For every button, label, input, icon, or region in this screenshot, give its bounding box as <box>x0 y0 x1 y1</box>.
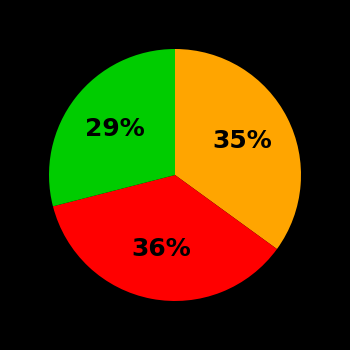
Wedge shape <box>53 175 277 301</box>
Text: 36%: 36% <box>131 237 191 261</box>
Wedge shape <box>49 49 175 206</box>
Text: 29%: 29% <box>85 117 145 141</box>
Text: 35%: 35% <box>212 129 272 153</box>
Wedge shape <box>175 49 301 249</box>
